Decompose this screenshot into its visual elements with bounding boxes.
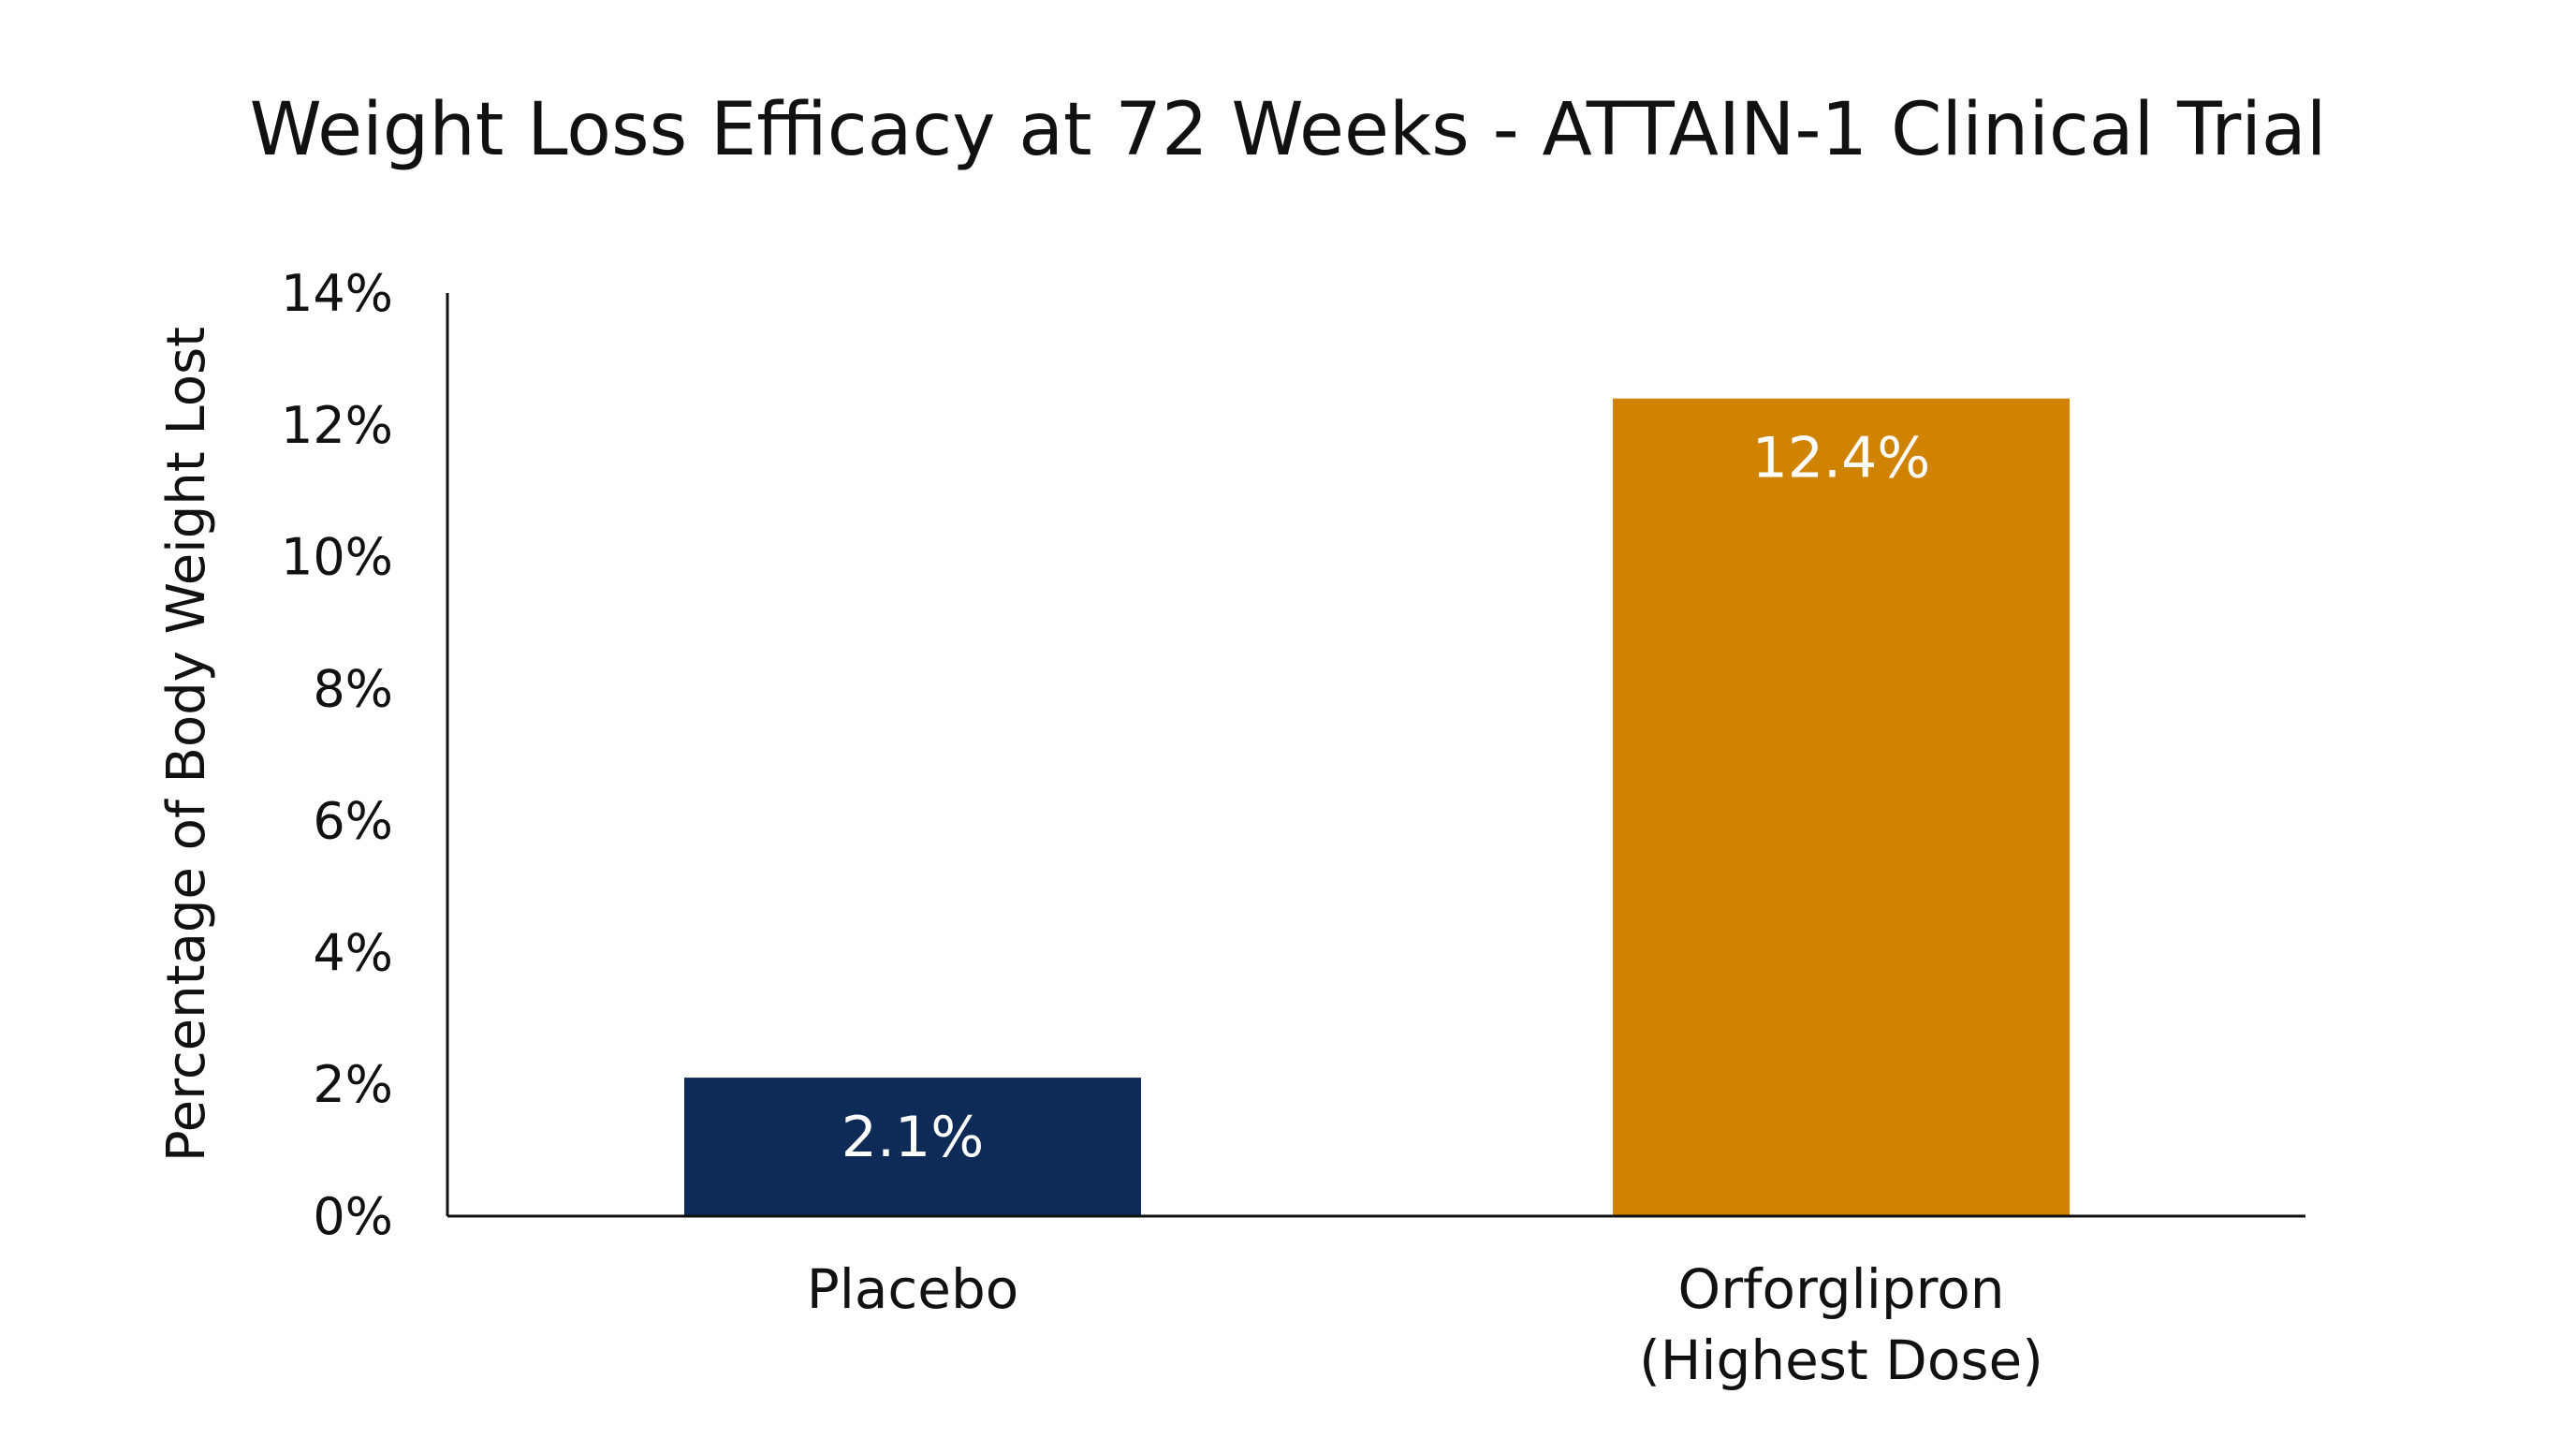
y-tick-label: 4% [313,923,393,982]
x-axis-category-labels: Placebo Orforglipron (Highest Dose) [807,1257,2043,1392]
bar-data-labels: 2.1% 12.4% [842,426,1931,1170]
bar-data-label: 12.4% [1752,426,1931,492]
y-tick-label: 6% [313,791,393,850]
y-tick-label: 10% [281,528,393,587]
y-axis-ticks: 0% 2% 4% 6% 8% 10% 12% 14% [281,264,393,1246]
bar [1613,398,2070,1217]
chart-title: Weight Loss Efficacy at 72 Weeks - ATTAI… [250,88,2327,172]
x-category-label: Orforglipron [1678,1257,2005,1321]
y-axis-label: Percentage of Body Weight Lost [156,327,217,1162]
y-tick-label: 0% [313,1187,393,1246]
x-category-label: (Highest Dose) [1639,1328,2043,1392]
bar-data-label: 2.1% [842,1105,984,1170]
y-tick-label: 8% [313,660,393,719]
y-tick-label: 2% [313,1055,393,1114]
bars [684,398,2070,1217]
y-tick-label: 12% [281,396,393,455]
y-tick-label: 14% [281,264,393,323]
x-category-label: Placebo [807,1257,1019,1321]
bar [684,1078,1141,1216]
